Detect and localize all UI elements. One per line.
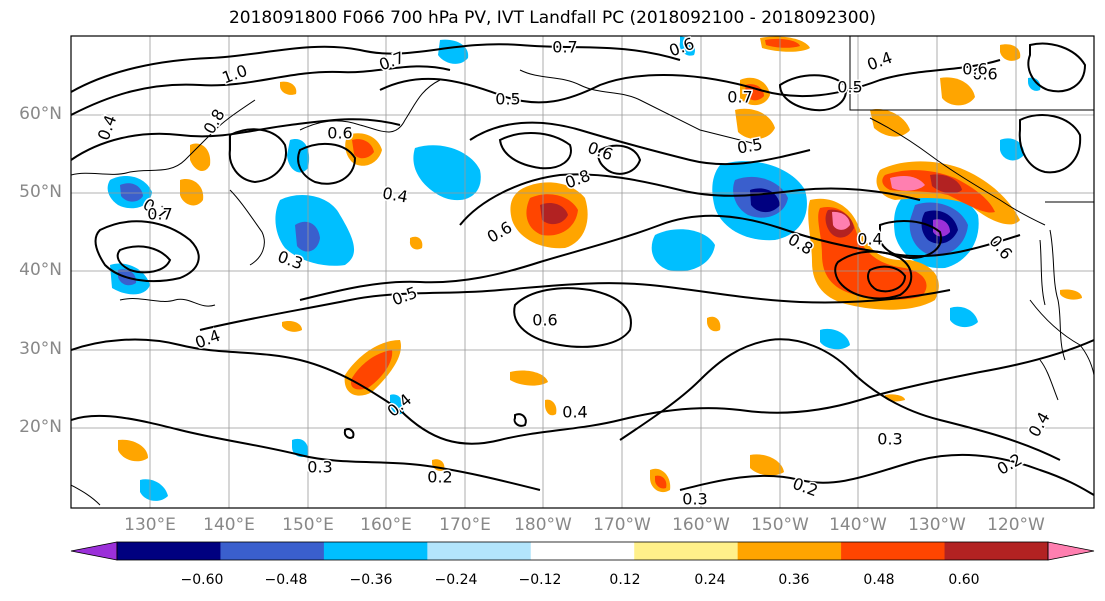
colorbar-outline (116, 541, 1049, 561)
colorbar-tick: −0.60 (180, 572, 224, 588)
lon-label: 140°E (203, 515, 255, 535)
pv-positive-region (282, 320, 302, 332)
contour-label: 0.3 (307, 458, 332, 477)
colorbar-swatch (220, 542, 325, 560)
pv-positive-region (1000, 44, 1021, 61)
contour-label: 0.7 (552, 38, 577, 57)
lon-label: 180°W (514, 515, 572, 535)
pv-positive-region (707, 316, 721, 332)
colorbar-swatch (634, 542, 739, 560)
pv-positive-region (750, 454, 784, 476)
pv-negative-region (679, 36, 696, 56)
contour-label: 0.7 (147, 205, 172, 224)
graticule (71, 36, 1094, 508)
pv-positive-region (832, 211, 850, 230)
lon-label: 120°W (987, 515, 1045, 535)
pv-positive-region (510, 370, 548, 386)
pv-positive-region (350, 350, 393, 390)
lon-label: 170°E (439, 515, 491, 535)
lon-label: 150°W (751, 515, 809, 535)
lon-label: 150°E (282, 515, 334, 535)
contour-label: 0.3 (877, 430, 902, 449)
colorbar-swatch (117, 542, 221, 560)
pv-positive-region (352, 139, 374, 159)
pv-negative-region (295, 221, 320, 252)
colorbar-tick: −0.48 (264, 572, 308, 588)
contour-label: 0.5 (736, 134, 764, 157)
contour-label: 0.6 (327, 124, 352, 143)
lon-label: 160°W (672, 515, 730, 535)
pv-negative-region (950, 306, 978, 328)
colorbar-tick: 0.60 (948, 572, 980, 588)
contour-label: 0.7 (727, 88, 752, 107)
colorbar-tick: 0.48 (863, 572, 895, 588)
lon-label: 170°W (593, 515, 651, 535)
pv-negative-region (1000, 138, 1025, 161)
pv-negative-region (390, 394, 405, 415)
contour-label: 0.6 (972, 65, 997, 84)
pv-positive-region (765, 38, 800, 48)
pv-positive-region (409, 236, 423, 250)
contour-label: 0.4 (562, 403, 587, 422)
pv-negative-region (292, 438, 309, 458)
contour-label: 0.3 (682, 490, 707, 509)
pv-negative-region (120, 183, 143, 202)
colorbar-extend-low (70, 541, 118, 561)
pv-positive-region (735, 108, 775, 140)
pv-negative-region (820, 328, 850, 350)
pv-negative-region (140, 479, 168, 501)
contour-label: 0.2 (427, 468, 452, 487)
pv-positive-region (890, 176, 925, 191)
colorbar-tick: −0.36 (349, 572, 393, 588)
pv-negative-region (651, 229, 715, 272)
lon-label: 160°E (360, 515, 412, 535)
pv-positive-region (280, 81, 297, 95)
colorbar-tick: 0.36 (778, 572, 810, 588)
colorbar-swatch (841, 542, 946, 560)
pv-contours (71, 42, 1094, 496)
colorbar-swatch (427, 542, 532, 560)
pv-negative-region (1028, 77, 1041, 91)
pv-positive-region (118, 439, 148, 462)
colorbar-extend-high (1047, 541, 1095, 561)
pv-positive-region (930, 174, 962, 194)
pv-negative-region (413, 145, 481, 201)
lat-label: 60°N (19, 104, 62, 124)
pv-positive-region (180, 179, 204, 206)
colorbar (70, 541, 1095, 561)
contour-label: 0.6 (532, 311, 557, 330)
lat-label: 30°N (19, 339, 62, 359)
colorbar-tick: 0.12 (609, 572, 641, 588)
pv-positive-region (1060, 289, 1082, 300)
contour-label: 0.5 (837, 78, 862, 97)
contour-label: 0.4 (857, 230, 882, 249)
pv-positive-region (940, 77, 975, 106)
map-background (71, 36, 1094, 508)
colorbar-swatch (944, 542, 1049, 560)
colorbar-swatch (737, 542, 842, 560)
lon-label: 130°E (124, 515, 176, 535)
lon-label: 140°W (829, 515, 887, 535)
colorbar-tick: 0.24 (694, 572, 726, 588)
contour-label: 0.5 (495, 90, 520, 109)
pv-positive-region (655, 475, 667, 489)
pv-positive-region (870, 109, 910, 137)
lat-label: 50°N (19, 182, 62, 202)
pv-positive-region (540, 203, 568, 225)
colorbar-swatch (530, 542, 635, 560)
colorbar-swatch (323, 542, 428, 560)
lat-label: 40°N (19, 260, 62, 280)
contour-label: 0.6 (962, 60, 987, 79)
colorbar-tick: −0.12 (518, 572, 562, 588)
lat-label: 20°N (19, 417, 62, 437)
pv-positive-region (545, 399, 557, 416)
map-title: 2018091800 F066 700 hPa PV, IVT Landfall… (228, 8, 876, 28)
lon-label: 130°W (908, 515, 966, 535)
map-frame (70, 35, 1095, 509)
colorbar-tick: −0.24 (434, 572, 478, 588)
pv-positive-region (745, 84, 764, 101)
